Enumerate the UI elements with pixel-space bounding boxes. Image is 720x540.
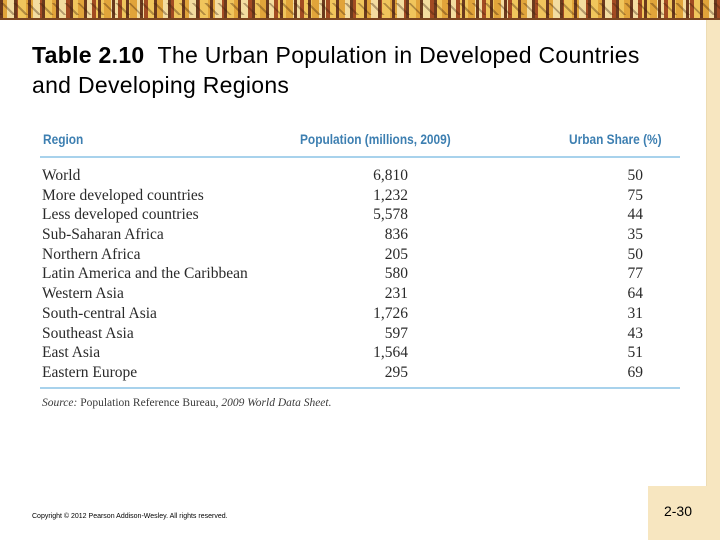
cell-population: 836 [384,226,408,244]
cell-region: East Asia [42,344,101,362]
cell-urban-share: 69 [627,363,644,381]
source-label: Source: [42,397,78,409]
decorative-side-strip [706,20,720,486]
table-source: Source: Population Reference Bureau, 200… [40,397,680,409]
decorative-banner [0,0,720,20]
cell-region: South-central Asia [42,304,157,322]
cell-population: 1,564 [373,344,408,362]
cell-region: More developed countries [42,186,204,204]
cell-region: World [42,167,81,184]
cell-urban-share: 51 [627,344,644,362]
cell-urban-share: 75 [627,186,644,204]
cell-urban-share: 77 [627,265,644,283]
table-row: Southeast Asia 597 43 [40,325,680,345]
table-title: The Urban Population in Developed Countr… [32,42,640,98]
cell-population: 295 [384,363,408,381]
cell-region: Latin America and the Caribbean [42,265,248,283]
table-row: Sub-Saharan Africa 836 35 [40,226,680,246]
cell-urban-share: 43 [627,324,644,342]
cell-population: 5,578 [373,206,408,224]
cell-urban-share: 31 [627,304,644,322]
cell-population: 6,810 [373,167,408,184]
cell-region: Less developed countries [42,206,199,224]
cell-population: 580 [384,265,408,283]
cell-region: Western Asia [42,285,124,303]
table-number: Table 2.10 [32,42,145,68]
cell-population: 205 [384,245,408,263]
cell-urban-share: 50 [627,245,644,263]
cell-population: 597 [384,324,408,342]
table-row: Northern Africa 205 50 [40,246,680,266]
cell-region: Sub-Saharan Africa [42,226,164,244]
header-region: Region [43,131,84,147]
cell-population: 231 [384,285,408,303]
table-row: Less developed countries 5,578 44 [40,206,680,226]
slide-title: Table 2.10 The Urban Population in Devel… [32,40,672,100]
table-row: World 6,810 50 [40,167,680,187]
cell-region: Eastern Europe [42,363,138,381]
cell-urban-share: 35 [627,226,644,244]
table-row: South-central Asia 1,726 31 [40,305,680,325]
table-body: World 6,810 50 More developed countries 1,23… [40,158,680,389]
table-row: Latin America and the Caribbean 580 77 [40,265,680,285]
header-population: Population (millions, 2009) [300,131,451,147]
page-number-box [648,486,720,540]
table-row: East Asia 1,564 51 [40,344,680,364]
cell-region: Northern Africa [42,245,141,263]
banner-pattern [0,3,720,15]
source-org: Population Reference Bureau, [80,397,219,409]
cell-urban-share: 44 [627,206,644,224]
source-title: 2009 World Data Sheet. [221,397,332,409]
copyright-notice: Copyright © 2012 Pearson Addison-Wesley.… [32,513,228,520]
table-header: Region Population (millions, 2009) Urban… [40,130,680,158]
cell-region: Southeast Asia [42,324,134,342]
cell-urban-share: 64 [627,285,644,303]
cell-population: 1,726 [373,304,408,322]
header-urban-share: Urban Share (%) [569,131,662,147]
table-row: Eastern Europe 295 69 [40,364,680,384]
table-row: More developed countries 1,232 75 [40,187,680,207]
table-row: Western Asia 231 64 [40,285,680,305]
cell-population: 1,232 [373,186,408,204]
data-table: Region Population (millions, 2009) Urban… [40,130,680,409]
page-number: 2-30 [663,503,693,519]
cell-urban-share: 50 [627,167,644,184]
